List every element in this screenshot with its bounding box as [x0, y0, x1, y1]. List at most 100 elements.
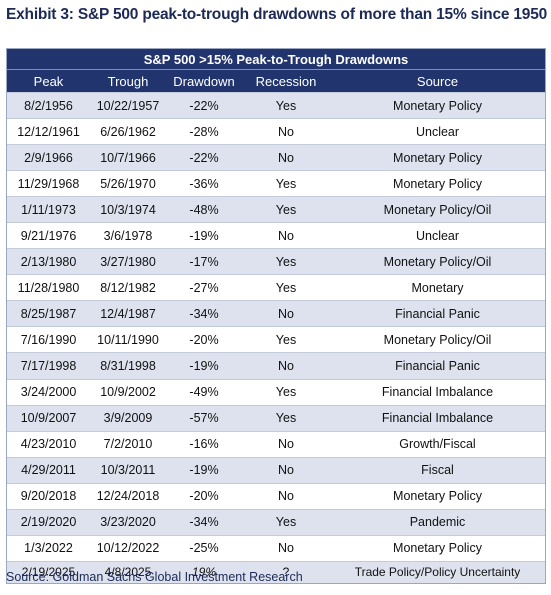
- drawdown-cell: -27%: [166, 274, 242, 301]
- peak-cell: 8/25/1987: [7, 300, 90, 327]
- table-row: 9/20/2018 12/24/2018 -20% No Monetary Policy: [7, 482, 546, 510]
- trough-cell: 7/2/2010: [90, 430, 166, 458]
- source-cell: Pandemic: [330, 508, 546, 536]
- peak-cell: 9/20/2018: [7, 482, 90, 510]
- exhibit-title: Exhibit 3: S&P 500 peak-to-trough drawdo…: [6, 6, 548, 23]
- column-header-trough: Trough: [90, 69, 166, 93]
- peak-cell: 3/24/2000: [7, 378, 90, 406]
- table-row: 11/29/1968 5/26/1970 -36% Yes Monetary Polic…: [7, 170, 546, 197]
- peak-cell: 7/17/1998: [7, 352, 90, 380]
- table-row: 10/9/2007 3/9/2009 -57% Yes Financial Imbala…: [7, 404, 546, 432]
- peak-cell: 4/29/2011: [7, 456, 90, 484]
- source-cell: Monetary Policy/Oil: [330, 248, 546, 275]
- source-cell: Monetary Policy/Oil: [330, 326, 546, 353]
- source-cell: Monetary Policy/Oil: [330, 196, 546, 223]
- source-cell: Monetary: [330, 274, 546, 301]
- peak-cell: 1/3/2022: [7, 534, 90, 562]
- drawdown-cell: -19%: [166, 222, 242, 249]
- drawdown-cell: -34%: [166, 300, 242, 327]
- drawdown-cell: -17%: [166, 248, 242, 275]
- trough-cell: 10/11/1990: [90, 326, 166, 353]
- peak-cell: 8/2/1956: [7, 91, 90, 119]
- peak-cell: 11/28/1980: [7, 274, 90, 301]
- column-header-source: Source: [330, 69, 546, 93]
- table-row: 2/19/2020 3/23/2020 -34% Yes Pandemic: [7, 508, 546, 536]
- table-row: 4/23/2010 7/2/2010 -16% No Growth/Fiscal: [7, 430, 546, 458]
- drawdown-cell: -57%: [166, 404, 242, 432]
- source-cell: Unclear: [330, 118, 546, 145]
- trough-cell: 5/26/1970: [90, 170, 166, 197]
- trough-cell: 3/23/2020: [90, 508, 166, 536]
- table-row: 1/11/1973 10/3/1974 -48% Yes Monetary Policy…: [7, 196, 546, 223]
- drawdown-cell: -36%: [166, 170, 242, 197]
- recession-cell: Yes: [242, 508, 330, 536]
- drawdowns-table-container: S&P 500 >15% Peak-to-Trough Drawdowns Pe…: [6, 48, 546, 584]
- table-body: 8/2/1956 10/22/1957 -22% Yes Monetary Policy…: [7, 91, 546, 583]
- source-cell: Trade Policy/Policy Uncertainty: [330, 560, 546, 583]
- column-header-peak: Peak: [7, 69, 90, 93]
- source-cell: Financial Imbalance: [330, 378, 546, 406]
- drawdown-cell: -19%: [166, 352, 242, 380]
- table-row: 4/29/2011 10/3/2011 -19% No Fiscal: [7, 456, 546, 484]
- table-row: 12/12/1961 6/26/1962 -28% No Unclear: [7, 118, 546, 145]
- recession-cell: Yes: [242, 196, 330, 223]
- drawdown-cell: 19%: [166, 560, 242, 583]
- source-cell: Fiscal: [330, 456, 546, 484]
- source-cell: Monetary Policy: [330, 170, 546, 197]
- trough-cell: 8/31/1998: [90, 352, 166, 380]
- recession-cell: Yes: [242, 404, 330, 432]
- table-row: 8/25/1987 12/4/1987 -34% No Financial Panic: [7, 300, 546, 327]
- column-header-drawdown: Drawdown: [166, 69, 242, 93]
- source-cell: Monetary Policy: [330, 482, 546, 510]
- recession-cell: No: [242, 430, 330, 458]
- recession-cell: No: [242, 144, 330, 171]
- source-cell: Monetary Policy: [330, 91, 546, 119]
- peak-cell: 1/11/1973: [7, 196, 90, 223]
- peak-cell: 12/12/1961: [7, 118, 90, 145]
- trough-cell: 10/9/2002: [90, 378, 166, 406]
- peak-cell: 10/9/2007: [7, 404, 90, 432]
- recession-cell: No: [242, 352, 330, 380]
- peak-cell: 2/13/1980: [7, 248, 90, 275]
- table-row: 3/24/2000 10/9/2002 -49% Yes Financial Imbal…: [7, 378, 546, 406]
- table-row: 7/16/1990 10/11/1990 -20% Yes Monetary Polic…: [7, 326, 546, 353]
- source-cell: Growth/Fiscal: [330, 430, 546, 458]
- trough-cell: 10/22/1957: [90, 91, 166, 119]
- peak-cell: 11/29/1968: [7, 170, 90, 197]
- drawdown-cell: -48%: [166, 196, 242, 223]
- recession-cell: Yes: [242, 248, 330, 275]
- source-cell: Financial Imbalance: [330, 404, 546, 432]
- peak-cell: 2/19/2025: [7, 560, 90, 583]
- recession-cell: Yes: [242, 274, 330, 301]
- recession-cell: Yes: [242, 170, 330, 197]
- recession-cell: No: [242, 534, 330, 562]
- trough-cell: 12/4/1987: [90, 300, 166, 327]
- drawdown-cell: -22%: [166, 144, 242, 171]
- trough-cell: 12/24/2018: [90, 482, 166, 510]
- table-row: 8/2/1956 10/22/1957 -22% Yes Monetary Policy: [7, 91, 546, 119]
- trough-cell: 3/6/1978: [90, 222, 166, 249]
- recession-cell: No: [242, 456, 330, 484]
- trough-cell: 10/3/1974: [90, 196, 166, 223]
- drawdown-cell: -28%: [166, 118, 242, 145]
- table-row: 11/28/1980 8/12/1982 -27% Yes Monetary: [7, 274, 546, 301]
- table-row: 7/17/1998 8/31/1998 -19% No Financial Panic: [7, 352, 546, 380]
- recession-cell: Yes: [242, 326, 330, 353]
- peak-cell: 7/16/1990: [7, 326, 90, 353]
- trough-cell: 3/27/1980: [90, 248, 166, 275]
- drawdown-cell: -34%: [166, 508, 242, 536]
- source-cell: Unclear: [330, 222, 546, 249]
- drawdown-cell: -25%: [166, 534, 242, 562]
- drawdown-cell: -16%: [166, 430, 242, 458]
- table-row: 9/21/1976 3/6/1978 -19% No Unclear: [7, 222, 546, 249]
- trough-cell: 8/12/1982: [90, 274, 166, 301]
- peak-cell: 2/19/2020: [7, 508, 90, 536]
- trough-cell: 10/3/2011: [90, 456, 166, 484]
- trough-cell: 10/12/2022: [90, 534, 166, 562]
- source-cell: Monetary Policy: [330, 534, 546, 562]
- column-header-row: Peak Trough Drawdown Recession Source: [7, 69, 546, 93]
- table-row: 2/9/1966 10/7/1966 -22% No Monetary Policy: [7, 144, 546, 171]
- trough-cell: 6/26/1962: [90, 118, 166, 145]
- recession-cell: Yes: [242, 378, 330, 406]
- peak-cell: 9/21/1976: [7, 222, 90, 249]
